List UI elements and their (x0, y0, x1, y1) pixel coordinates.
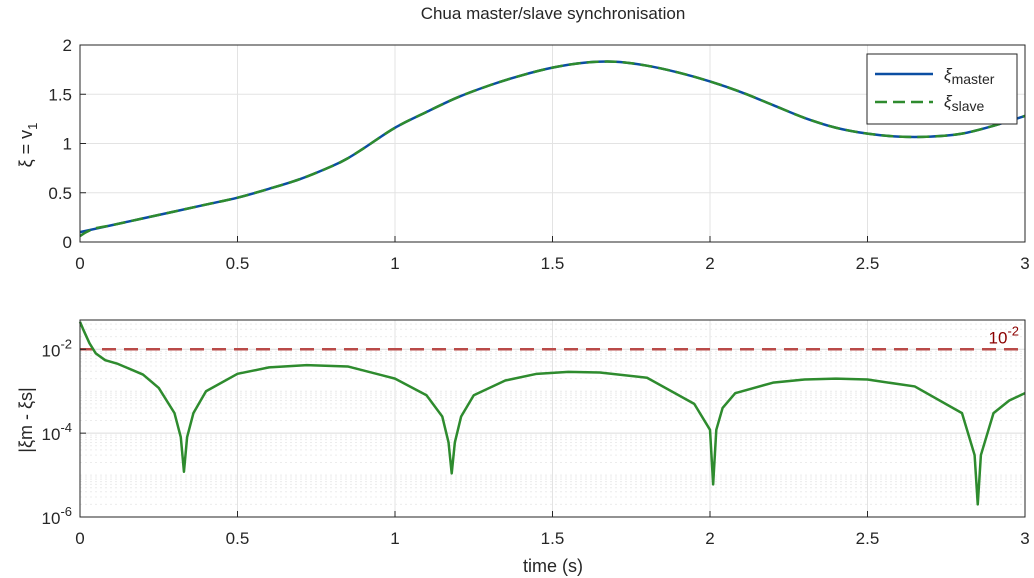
bottom-x-tick-label-0: 0 (75, 529, 84, 548)
legend-label-slave-sub: slave (952, 98, 985, 114)
legend-label-slave: ξslave (944, 92, 985, 114)
threshold-label: 10-2 (989, 323, 1019, 347)
top-y-axis-label: ξ = v1 (16, 123, 40, 168)
top-x-tick-label-6: 3 (1020, 254, 1029, 273)
top-series-slave (79, 60, 1026, 238)
top-x-tick-label-4: 2 (705, 254, 714, 273)
bottom-y-tick-label-1: 10-4 (42, 420, 72, 444)
top-y-tick-label-0: 0 (63, 233, 72, 252)
legend-label-slave-main: ξ (944, 92, 953, 111)
bottom-panel: 10-2 0 0.5 1 1.5 2 2.5 310-610-410-2 time (s) … (16, 319, 1030, 576)
legend-label-master-main: ξ (944, 65, 953, 84)
bottom-tick-labels: 0 0.5 1 1.5 2 2.5 3 10-6 10-4 10-2 (42, 336, 1030, 548)
top-tick-labels: 0 0.5 1 1.5 2 2.5 3 0 0.5 1 1.5 2 (48, 36, 1029, 273)
top-y-tick-label-4: 2 (63, 36, 72, 55)
top-y-tick-label-3: 1.5 (48, 85, 72, 104)
top-series-group (79, 60, 1026, 238)
top-x-tick-label-0: 0 (75, 254, 84, 273)
bottom-x-tick-label-4: 2 (705, 529, 714, 548)
legend-label-master: ξmaster (944, 65, 995, 87)
reference-line-group: 10-2 (80, 323, 1025, 351)
chart-title: Chua master/slave synchronisation (421, 4, 686, 23)
top-y-axis-label-main: ξ = v (16, 130, 36, 168)
bottom-y-tick-label-0: 10-6 (42, 504, 72, 528)
bottom-y-tick-label-2: 10-2 (42, 336, 72, 360)
top-y-axis-label-sub: 1 (25, 123, 40, 130)
bottom-x-tick-label-3: 1.5 (541, 529, 565, 548)
bottom-y-axis-label: |ξm - ξs| (16, 387, 36, 452)
bottom-x-tick-label-5: 2.5 (856, 529, 880, 548)
top-x-tick-label-2: 1 (390, 254, 399, 273)
bottom-series-group (78, 321, 1026, 506)
top-x-tick-label-3: 1.5 (541, 254, 565, 273)
bottom-x-tick-label-2: 1 (390, 529, 399, 548)
legend-label-master-sub: master (952, 71, 995, 87)
top-y-tick-label-2: 1 (63, 135, 72, 154)
bottom-series-error (78, 321, 1026, 506)
bottom-x-tick-label-6: 3 (1020, 529, 1029, 548)
legend: ξmaster ξslave (866, 53, 1018, 125)
bottom-x-tick-label-1: 0.5 (226, 529, 250, 548)
legend-box (866, 53, 1018, 125)
top-y-tick-label-1: 0.5 (48, 184, 72, 203)
top-x-tick-label-5: 2.5 (856, 254, 880, 273)
top-x-tick-label-1: 0.5 (226, 254, 250, 273)
bottom-x-axis-label: time (s) (523, 556, 583, 576)
top-panel: 0 0.5 1 1.5 2 2.5 300.511.52 ξ = v1 ξmaster ξs… (16, 36, 1030, 273)
